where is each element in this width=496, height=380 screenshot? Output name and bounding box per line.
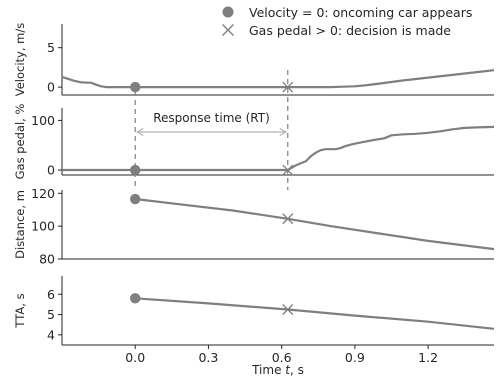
xtick-label-2: 0.6 [272,350,292,365]
panel-3-ytick-label-0: 4 [47,327,55,342]
panel-0-series-line [61,69,495,89]
panels: 0 5 Velocity, m/s 0 100 Gas pedal, % 80 100 120 D… [13,23,495,346]
panel-2-x-marker [282,213,294,225]
panel-3-circle-marker [130,293,141,304]
xtick-label-4: 1.2 [418,350,438,365]
panel-1-ylabel: Gas pedal, % [13,104,27,180]
response-time-label: Response time (RT) [153,111,270,125]
xtick-label-0: 0.0 [125,350,145,365]
legend-circle-marker [222,6,234,18]
panel-3-x-marker-stroke-b [282,304,294,315]
x-axis-label-text: Time [251,363,285,377]
panel-3-ytick-label-1: 5 [47,307,55,322]
panel-1-ytick-label-0: 0 [47,163,55,178]
panel-0-circle-marker [130,81,141,93]
panel-0-x-marker [282,81,294,93]
legend-x-glyph [222,24,234,36]
x-axis-label: Time t, s [251,363,304,377]
x-axis-label-variable: t [285,363,291,377]
panel-2-ytick-label-0: 80 [39,252,55,267]
panel-0-ylabel: Velocity, m/s [13,23,27,97]
response-time-arrow-head-left [136,127,144,137]
panel-1-circle-marker [130,164,141,176]
x-axis-label-unit: , s [290,363,304,377]
legend: Velocity = 0: oncoming car appears Gas p… [222,5,472,38]
panel-3-ylabel: TTA, s [13,293,27,328]
event-lines [134,70,289,190]
panel-0: 0 5 Velocity, m/s [13,23,495,97]
x-axis: 0.0 0.3 0.6 0.9 1.2 [125,345,438,365]
panel-2-circle-marker [130,193,141,205]
panel-3-x-marker [282,304,294,315]
panel-1-ytick-label-1: 100 [31,113,55,128]
legend-x-marker [222,24,234,36]
panel-3: 4 5 6 TTA, s [13,276,495,346]
panel-1: 0 100 Gas pedal, % [13,104,495,180]
panel-3-series-line [135,297,495,330]
panel-1-series-line [62,125,495,172]
panel-2: 80 100 120 Distance, m [13,186,495,267]
panel-0-ytick-label-0: 0 [47,80,55,95]
panel-2-ytick-label-1: 100 [31,219,55,234]
response-time-arrow-head-right [279,127,287,137]
legend-label-car-appears: Velocity = 0: oncoming car appears [249,5,472,20]
panel-0-x-marker-stroke-b [282,81,294,93]
xtick-label-1: 0.3 [198,350,218,365]
panel-0-ytick-label-1: 5 [47,40,55,55]
panel-3-ytick-label-2: 6 [47,287,55,302]
xtick-label-3: 0.9 [345,350,365,365]
legend-x-glyph-stroke-b [222,24,234,36]
panel-2-x-marker-stroke-b [282,213,294,225]
legend-label-decision: Gas pedal > 0: decision is made [249,23,451,38]
response-time-annotation: Response time (RT) [136,111,287,137]
panel-2-series-line [135,197,495,251]
panel-2-ylabel: Distance, m [13,190,27,259]
panel-2-ytick-label-2: 120 [31,186,55,201]
